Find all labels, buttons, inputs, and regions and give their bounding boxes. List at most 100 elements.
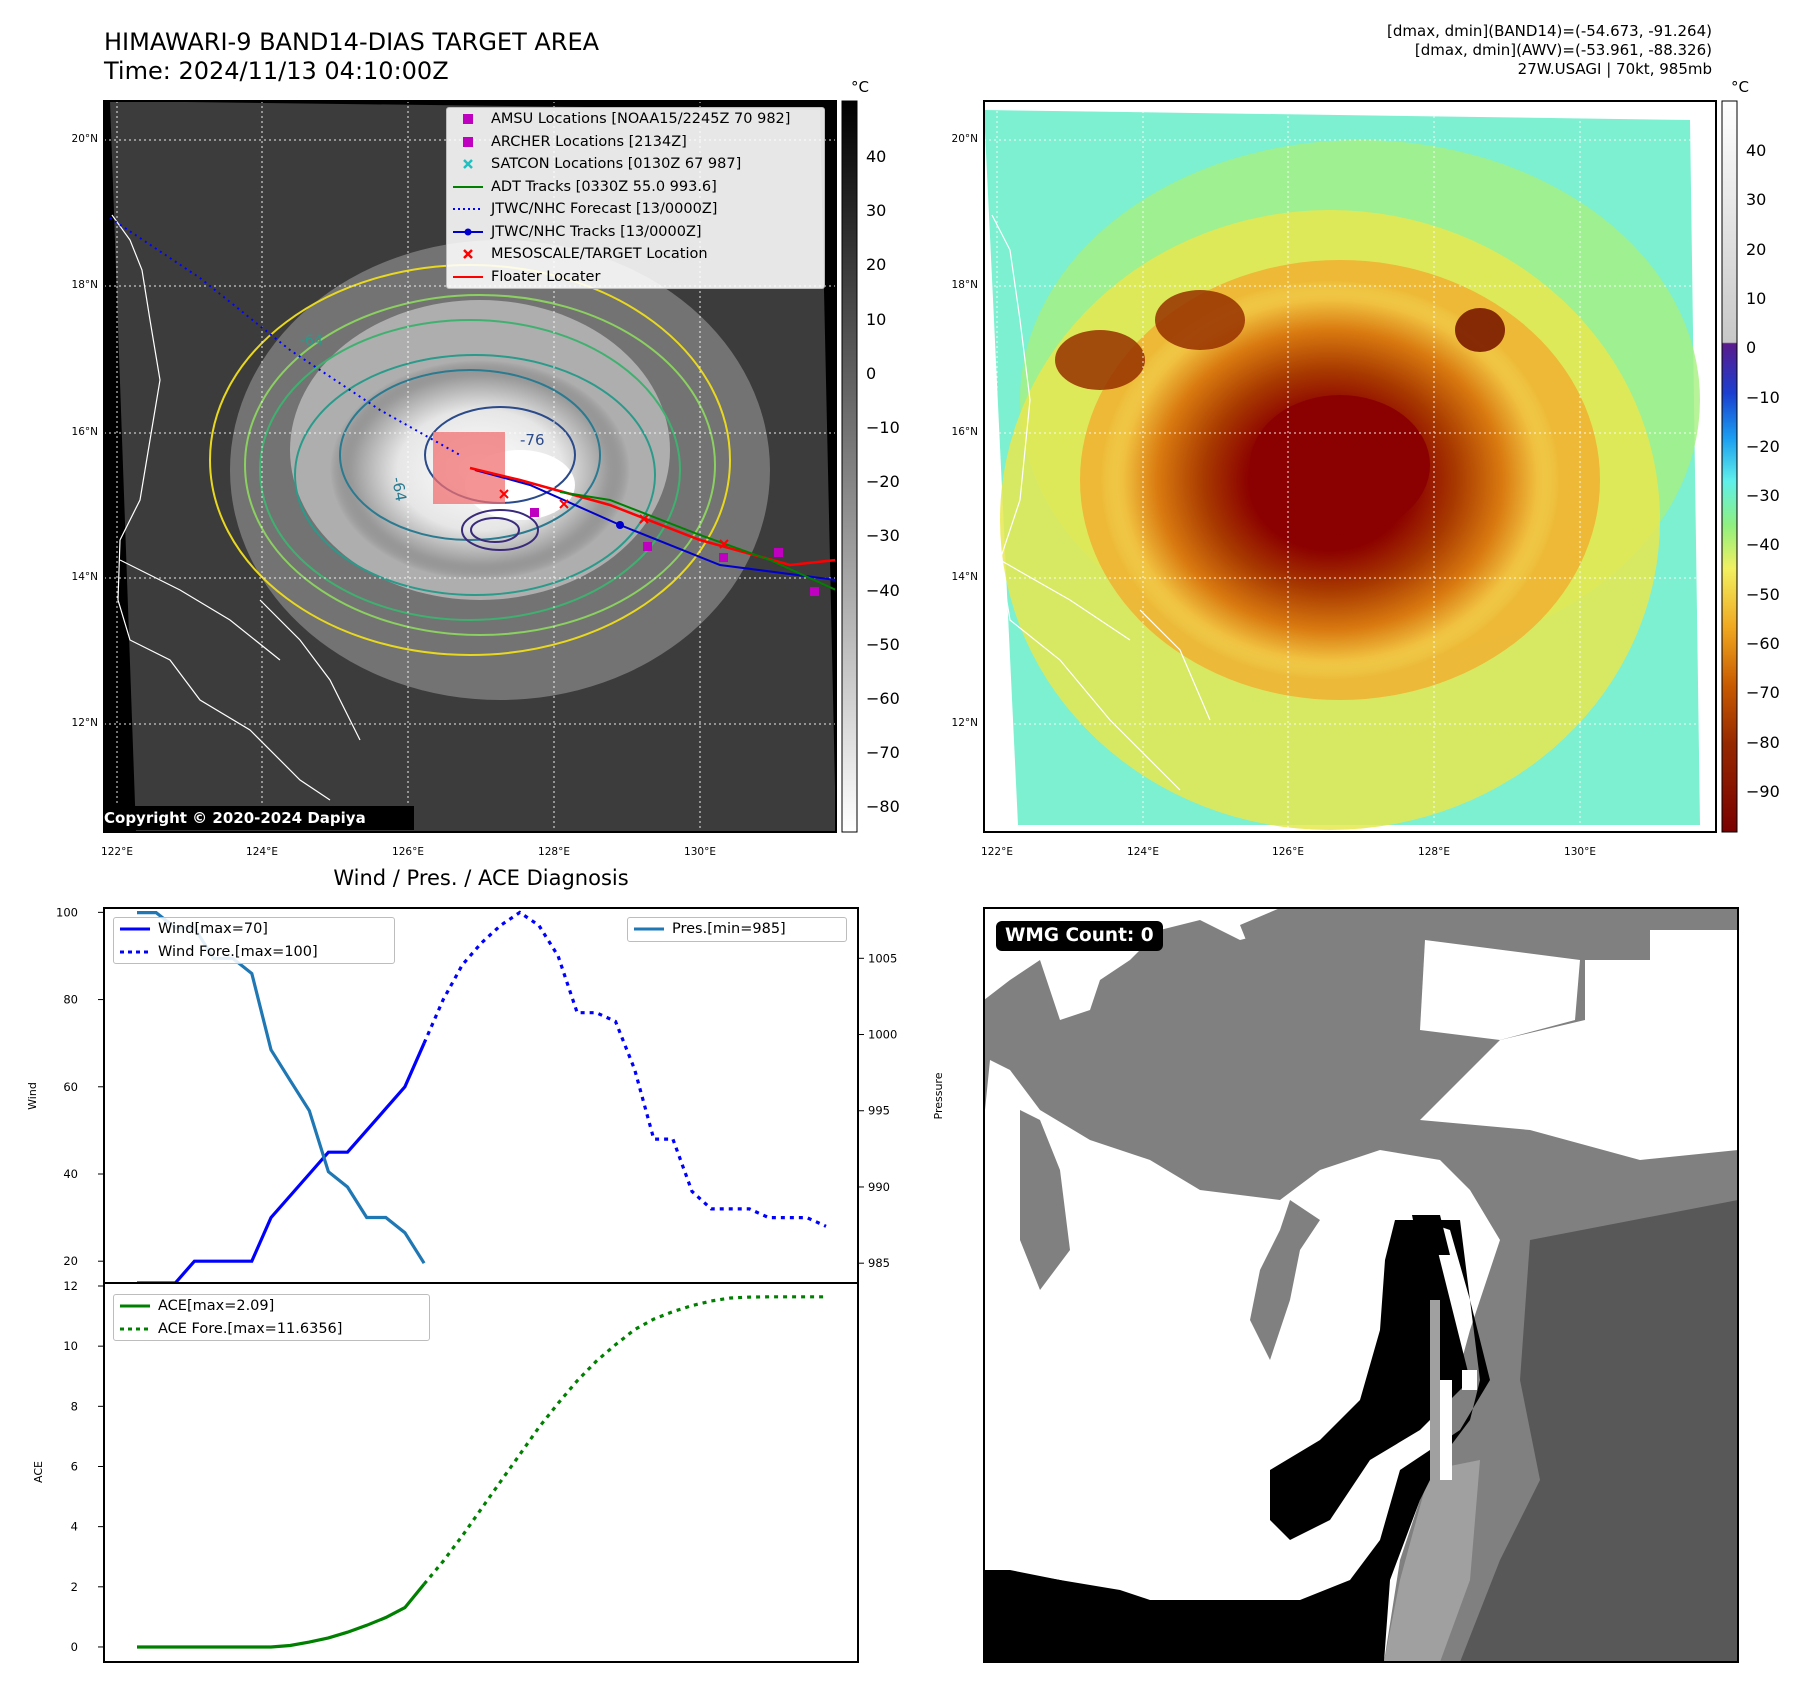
colorbar-left (841, 100, 858, 833)
wind-tick-label: 80 (63, 993, 78, 1007)
colorbar-right-tick: −20 (1746, 436, 1780, 456)
ace-axis-label: ACE (32, 1461, 45, 1483)
map-legend-label: ARCHER Locations [2134Z] (491, 133, 687, 150)
contour-label-1: -76 (520, 431, 545, 449)
pressure-tick-label: 1005 (868, 951, 897, 965)
ace-tick-label: 6 (71, 1459, 78, 1473)
x-marker-icon (453, 158, 483, 170)
lat-label-left: 16°N (71, 426, 98, 438)
solid-line-icon (453, 183, 483, 191)
dotted-line-icon (453, 205, 483, 213)
solid-line-icon (453, 273, 483, 281)
ace-tick-label: 4 (71, 1520, 78, 1534)
wind-forecast-legend-label: Wind Fore.[max=100] (158, 943, 318, 960)
ace-tick-label: 10 (63, 1339, 78, 1353)
adt-track (559, 491, 836, 591)
pressure-axis-label: Pressure (932, 1072, 945, 1119)
colorbar-left-tick: 0 (866, 363, 877, 383)
lon-label-right: 122°E (981, 846, 1013, 858)
ace-lines (137, 1295, 826, 1649)
copyright-text: Copyright © 2020-2024 Dapiya (104, 809, 366, 827)
amsu-markers (530, 508, 819, 596)
info-block: [dmax, dmin](BAND14)=(-54.673, -91.264) … (1387, 22, 1712, 79)
lon-label-right: 124°E (1127, 846, 1159, 858)
colorbar-right-tick: −10 (1746, 387, 1780, 407)
ace-tick-label: 2 (71, 1580, 78, 1594)
target-area-box (433, 432, 505, 504)
lat-label-left: 20°N (71, 133, 98, 145)
mesoscale-markers (499, 489, 729, 549)
map-legend-label: JTWC/NHC Forecast [13/0000Z] (491, 201, 718, 218)
wind-axis-label: Wind (26, 1082, 39, 1110)
ace-axis-ticks: 0 2 4 6 8 10 12 (63, 1279, 104, 1654)
wind-tick-label: 100 (56, 905, 78, 919)
lat-label-right: 18°N (951, 279, 978, 291)
pressure-tick-label: 1000 (868, 1028, 897, 1042)
floater-track (469, 466, 836, 567)
colorbar-left-unit: °C (851, 78, 869, 96)
ace-tick-label: 12 (63, 1279, 78, 1293)
lat-label-right: 12°N (951, 717, 978, 729)
lat-label-right: 20°N (951, 133, 978, 145)
info-storm: 27W.USAGI | 70kt, 985mb (1517, 60, 1712, 78)
wind-pressure-panel (103, 907, 859, 1284)
colorbar-right-tick: −50 (1746, 584, 1780, 604)
map-legend-entry: JTWC/NHC Tracks [13/0000Z] (447, 221, 824, 244)
pressure-axis-ticks: 985 990 995 1000 1005 (858, 951, 897, 1270)
wind-tick-label: 20 (63, 1254, 78, 1268)
lon-label-left: 128°E (538, 846, 570, 858)
pressure-tick-label: 990 (868, 1180, 890, 1194)
colorbar-left-tick: −60 (866, 689, 900, 708)
colorbar-right-unit: °C (1731, 78, 1749, 96)
square-marker-icon (453, 113, 483, 125)
map-legend-entry: Floater Locater (447, 266, 824, 289)
lon-label-right: 128°E (1418, 846, 1450, 858)
lon-label-right: 126°E (1272, 846, 1304, 858)
contour-label-2: -64 (388, 476, 410, 503)
colorbar-right-tick: −80 (1746, 732, 1780, 752)
series-line-3 (137, 1583, 426, 1649)
line-dot-icon (453, 227, 483, 237)
wind-tick-label: 60 (63, 1080, 78, 1094)
colorbar-right-tick: −70 (1746, 683, 1780, 703)
lat-label-right: 14°N (951, 571, 978, 583)
colorbar-right-tick: 0 (1746, 338, 1757, 358)
map-legend-label: Floater Locater (491, 268, 601, 285)
diagnosis-title: Wind / Pres. / ACE Diagnosis (333, 866, 629, 890)
ace-forecast-legend-label: ACE Fore.[max=11.6356] (158, 1320, 343, 1337)
colorbar-right-tick: −40 (1746, 535, 1780, 555)
colorbar-left-tick: 10 (866, 309, 887, 329)
series-line-0 (137, 1042, 426, 1285)
lon-label-left: 130°E (684, 846, 716, 858)
colorbar-left-tick: −30 (866, 526, 900, 546)
map-legend-label: SATCON Locations [0130Z 67 987] (491, 156, 742, 173)
wmg-panel (984, 908, 1738, 1662)
ace-tick-label: 0 (71, 1640, 78, 1654)
colorbar-right-tick: 10 (1746, 288, 1767, 308)
colorbar-right-tick: 20 (1746, 239, 1767, 259)
forecast-track (109, 217, 461, 456)
ace-tick-label: 8 (71, 1399, 78, 1413)
pressure-tick-label: 995 (868, 1104, 890, 1118)
map-legend-label: ADT Tracks [0330Z 55.0 993.6] (491, 178, 717, 195)
colorbar-left-tick: −80 (866, 797, 900, 817)
ace-legend-label: ACE[max=2.09] (158, 1298, 275, 1315)
lat-label-left: 12°N (71, 717, 98, 729)
map-legend-entry: ARCHER Locations [2134Z] (447, 131, 824, 154)
map-legend: AMSU Locations [NOAA15/2245Z 70 982] ARCH… (446, 107, 825, 289)
colorbar-right-tick: −30 (1746, 486, 1780, 506)
pressure-legend-label: Pres.[min=985] (672, 921, 786, 938)
wmg-count-badge: WMG Count: 0 (996, 921, 1163, 951)
map-legend-entry: ADT Tracks [0330Z 55.0 993.6] (447, 176, 824, 199)
colorbar-right-tick: 40 (1746, 141, 1767, 160)
colorbar-left-tick: −50 (866, 634, 900, 654)
lon-label-left: 122°E (101, 846, 133, 858)
wind-tick-label: 40 (63, 1167, 78, 1181)
page-time: Time: 2024/11/13 04:10:00Z (104, 57, 449, 85)
lon-label-right: 130°E (1564, 846, 1596, 858)
awv-map (984, 101, 1716, 832)
colorbar-left-tick: −40 (866, 580, 900, 600)
lat-label-left: 18°N (71, 279, 98, 291)
series-line-1 (422, 910, 827, 1228)
colorbar-right-tick: −90 (1746, 781, 1780, 801)
